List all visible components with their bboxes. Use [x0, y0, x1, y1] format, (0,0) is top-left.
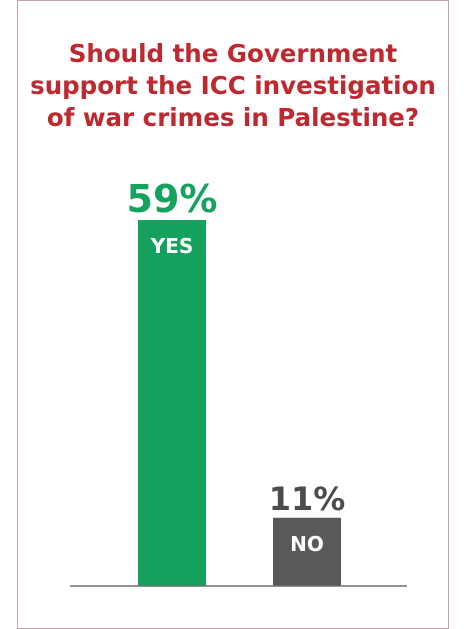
chart-card — [17, 0, 449, 629]
value-label-yes: 59% — [127, 177, 218, 221]
value-label-no: 11% — [269, 480, 346, 518]
bar-yes — [138, 220, 206, 586]
chart-title-line-2: support the ICC investigation — [30, 71, 436, 100]
chart-title-line-1: Should the Government — [68, 39, 398, 68]
category-label-yes: YES — [150, 234, 194, 258]
category-label-no: NO — [290, 532, 324, 556]
chart-title: Should the Government support the ICC in… — [0, 38, 466, 134]
chart-title-line-3: of war crimes in Palestine? — [46, 103, 420, 132]
bar-no — [273, 517, 341, 586]
